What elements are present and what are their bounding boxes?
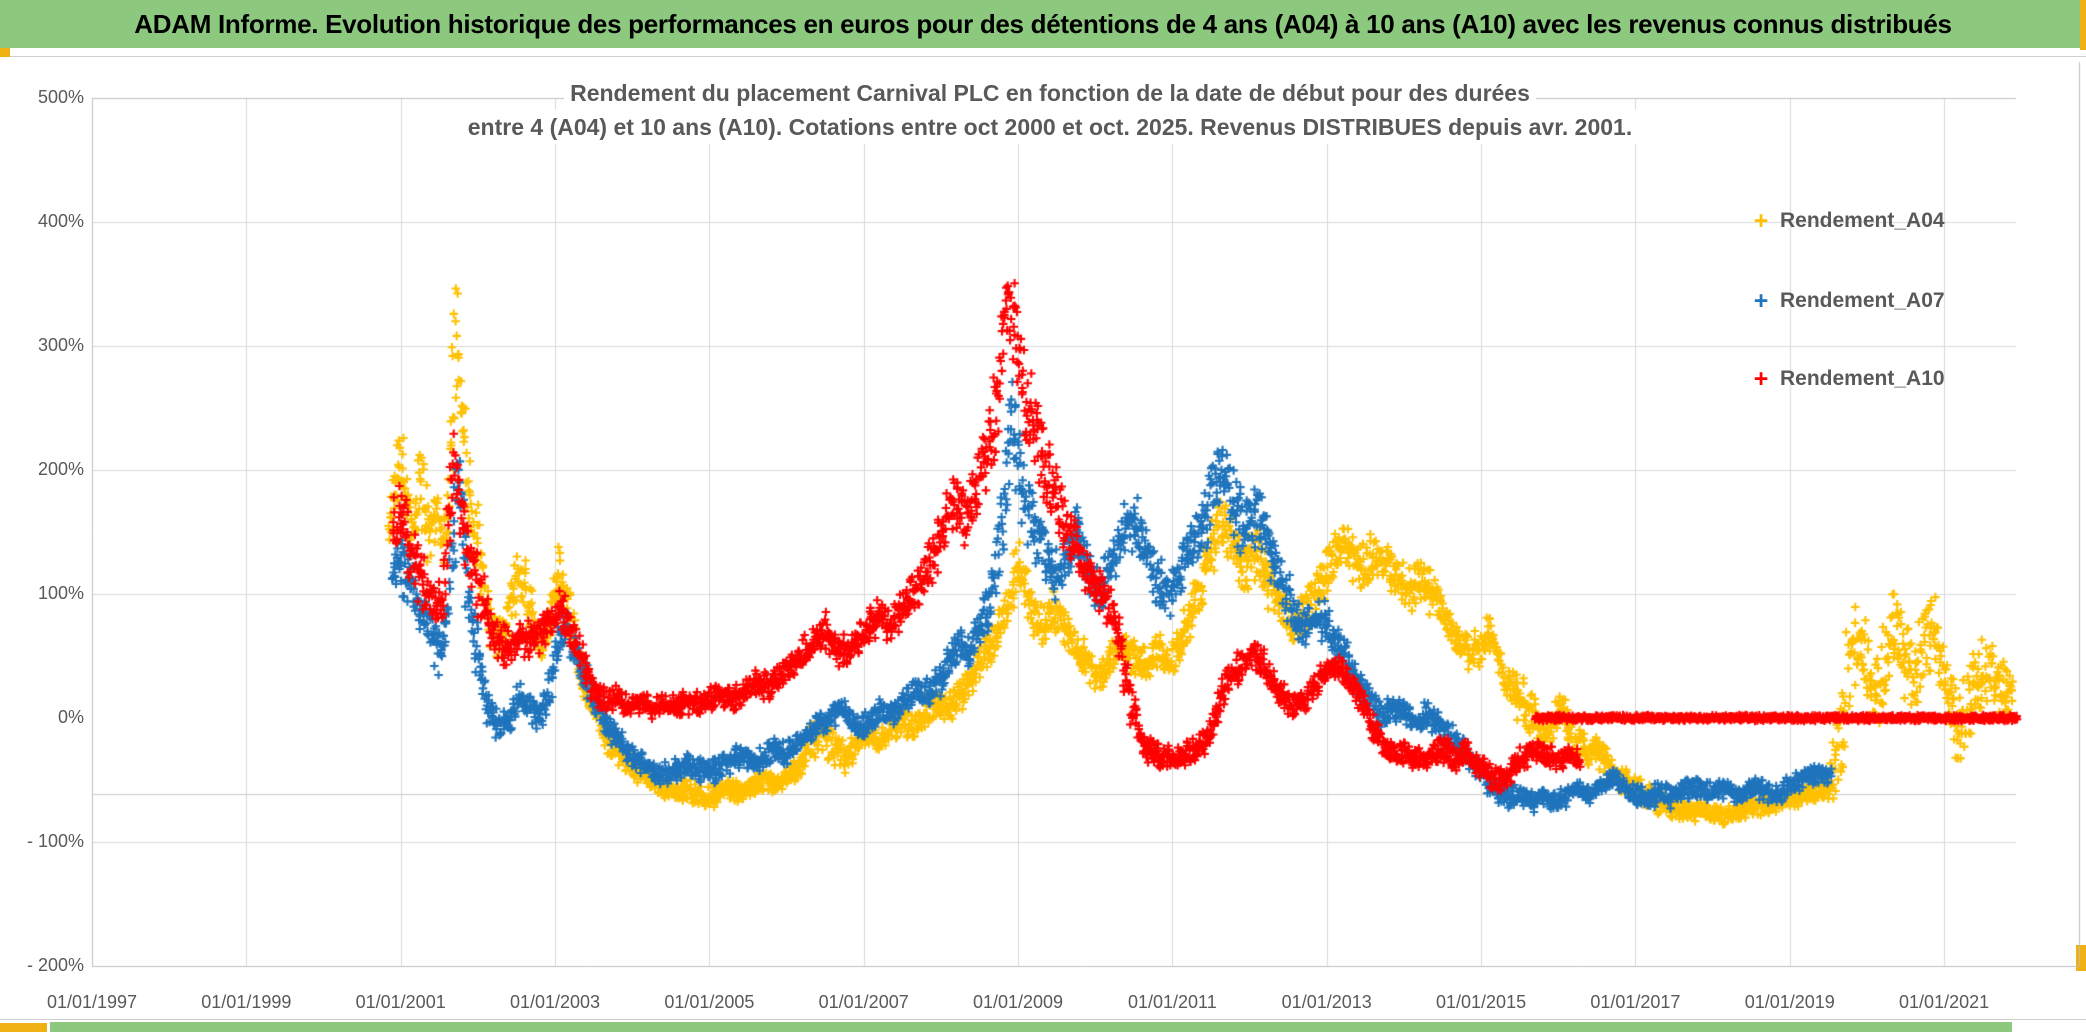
x-tick-label: 01/01/2005 [664, 992, 755, 1012]
y-tick-label: 300% [37, 335, 84, 355]
legend-item-a04[interactable]: + Rendement_A04 [1748, 205, 1945, 237]
plus-marker-icon: + [1753, 207, 1769, 235]
x-tick-label: 01/01/2017 [1590, 992, 1681, 1012]
y-tick-label: 100% [37, 583, 84, 603]
legend-label: Rendement_A07 [1780, 289, 1945, 312]
y-tick-label: 500% [37, 87, 84, 107]
y-tick-label: - 100% [26, 831, 84, 851]
x-tick-label: 01/01/2019 [1744, 992, 1835, 1012]
y-tick-label: - 200% [26, 955, 84, 975]
chart-title-line1: Rendement du placement Carnival PLC en f… [564, 76, 1536, 110]
y-tick-label: 0% [57, 707, 84, 727]
x-tick-label: 01/01/2007 [818, 992, 909, 1012]
y-tick-label: 200% [37, 459, 84, 479]
x-tick-label: 01/01/2003 [509, 992, 601, 1012]
x-tick-label: 01/01/1997 [46, 992, 138, 1012]
chart-title: Rendement du placement Carnival PLC en f… [100, 76, 2000, 144]
legend-item-a07[interactable]: + Rendement_A07 [1748, 285, 1945, 317]
x-tick-label: 01/01/2021 [1899, 992, 1990, 1012]
x-tick-label: 01/01/2001 [355, 992, 446, 1012]
x-tick-label: 01/01/1999 [201, 992, 292, 1012]
plus-marker-icon: + [1753, 365, 1769, 393]
y-tick-label: 400% [37, 211, 84, 231]
legend-label: Rendement_A04 [1780, 209, 1945, 232]
x-tick-label: 01/01/2009 [972, 992, 1064, 1012]
x-tick-label: 01/01/2013 [1281, 992, 1372, 1012]
x-tick-label: 01/01/2011 [1127, 992, 1217, 1012]
x-tick-label: 01/01/2015 [1436, 992, 1527, 1012]
legend-item-a10[interactable]: + Rendement_A10 [1748, 363, 1945, 395]
plus-marker-icon: + [1753, 287, 1769, 315]
chart-title-line2: entre 4 (A04) et 10 ans (A10). Cotations… [461, 110, 1639, 144]
legend-label: Rendement_A10 [1780, 367, 1945, 390]
